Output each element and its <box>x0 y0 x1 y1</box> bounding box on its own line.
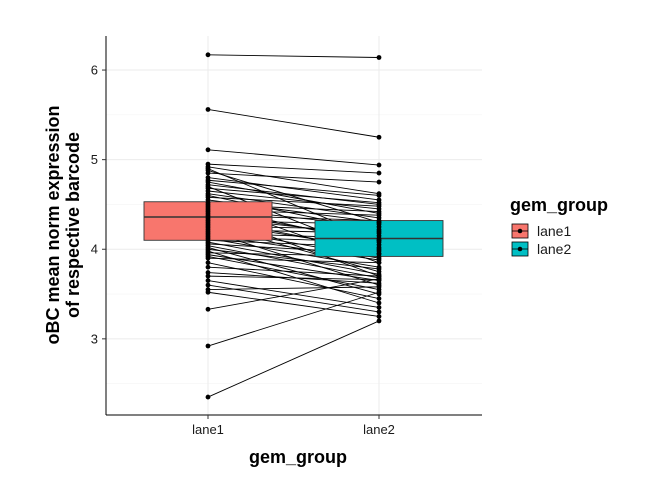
point-lane2-33 <box>376 227 382 232</box>
point-lane2-18 <box>376 203 382 209</box>
pair-line-9 <box>207 177 380 201</box>
point-lane2-27 <box>376 218 382 223</box>
pair-line-3 <box>207 149 380 166</box>
point-lane2-10 <box>376 193 382 198</box>
point-lane1-56 <box>205 278 211 284</box>
point-lane1-3 <box>205 147 211 153</box>
pair-line-4 <box>207 163 380 174</box>
point-lane2-46 <box>376 266 382 272</box>
point-lane2-4 <box>376 170 382 176</box>
y-axis-title: oBC mean norm expression of respective b… <box>43 105 83 344</box>
pair-line-10 <box>207 179 380 196</box>
legend: gem_group lane1 lane2 <box>510 195 608 257</box>
point-lane2-24 <box>376 212 382 218</box>
point-lane2-35 <box>376 230 382 236</box>
pair-line-44 <box>207 245 380 279</box>
point-lane1-51 <box>205 255 211 261</box>
pair-line-55 <box>207 275 380 281</box>
point-lane1-57 <box>205 282 211 288</box>
point-lane2-54 <box>376 280 382 286</box>
point-lane2-37 <box>376 236 382 241</box>
pair-line-12 <box>207 184 380 205</box>
point-lane1-59 <box>205 289 211 295</box>
pair-line-11 <box>207 181 380 214</box>
point-lane2-1 <box>376 55 382 60</box>
pair-line-51 <box>207 257 380 264</box>
pair-line-2 <box>207 109 380 138</box>
point-lane1-8 <box>205 170 211 176</box>
y-tick-label: 3 <box>91 331 98 346</box>
pair-line-14 <box>207 187 380 204</box>
point-lane2-41 <box>376 245 382 250</box>
point-lane2-59 <box>376 314 382 319</box>
point-lane1-55 <box>205 273 211 279</box>
point-lane2-61 <box>376 289 382 295</box>
pair-line-46 <box>207 248 380 270</box>
point-lane1-61 <box>205 343 211 349</box>
pair-line-59 <box>207 291 380 317</box>
point-lane2-51 <box>376 260 382 266</box>
legend-item-lane1: lane1 <box>511 223 571 239</box>
point-lane1-52 <box>205 260 211 266</box>
point-lane2-3 <box>376 162 382 168</box>
point-lane2-57 <box>376 309 382 315</box>
y-tick-label: 4 <box>91 242 98 257</box>
legend-label-lane2: lane2 <box>537 241 571 257</box>
point-lane2-21 <box>376 209 382 215</box>
point-lane1-53 <box>205 264 211 270</box>
point-lane2-8 <box>376 179 382 185</box>
pair-line-15 <box>207 190 380 210</box>
axes-layer <box>105 36 482 416</box>
pair-line-47 <box>207 250 380 304</box>
y-tick-label: 6 <box>91 63 98 78</box>
pair-line-58 <box>207 286 380 291</box>
pair-line-62 <box>207 320 380 398</box>
point-lane2-48 <box>376 254 382 259</box>
y-tick-label: 5 <box>91 152 98 167</box>
x-tick-label: lane1 <box>192 422 224 437</box>
x-axis-title: gem_group <box>249 447 347 467</box>
point-lane2-58 <box>376 284 382 290</box>
legend-label-lane1: lane1 <box>537 223 571 239</box>
pair-line-8 <box>207 172 380 183</box>
points-layer <box>205 52 382 400</box>
pair-line-1 <box>207 54 380 58</box>
pair-line-61 <box>207 291 380 347</box>
pair-line-60 <box>207 278 380 310</box>
pair-line-18 <box>207 196 380 207</box>
y-axis-title-line-1: oBC mean norm expression <box>43 105 63 344</box>
point-lane1-2 <box>205 107 211 112</box>
point-lane2-60 <box>376 276 382 282</box>
point-lane1-54 <box>205 270 211 275</box>
pair-line-45 <box>207 247 380 295</box>
ticks-layer: 3 4 5 6 lane1 lane2 <box>91 63 395 437</box>
point-lane1-62 <box>205 394 211 400</box>
pair-line-42 <box>207 241 380 275</box>
point-lane2-47 <box>376 300 382 306</box>
point-lane2-30 <box>376 221 382 227</box>
y-axis-title-line-2: of respective barcode <box>63 132 83 318</box>
pair-line-5 <box>207 166 380 195</box>
point-lane2-14 <box>376 200 382 206</box>
point-lane2-39 <box>376 239 382 245</box>
point-lane2-56 <box>376 305 382 310</box>
x-tick-label: lane2 <box>363 422 395 437</box>
point-lane2-2 <box>376 134 382 140</box>
point-lane2-62 <box>376 318 382 324</box>
point-lane2-52 <box>376 296 382 301</box>
point-lane1-1 <box>205 52 211 58</box>
point-lane1-60 <box>205 306 211 312</box>
legend-title: gem_group <box>510 195 608 215</box>
legend-item-lane2: lane2 <box>511 241 571 257</box>
legend-key-lane2-dot <box>517 246 523 252</box>
legend-key-lane1-dot <box>517 228 523 234</box>
pair-line-53 <box>207 266 380 277</box>
